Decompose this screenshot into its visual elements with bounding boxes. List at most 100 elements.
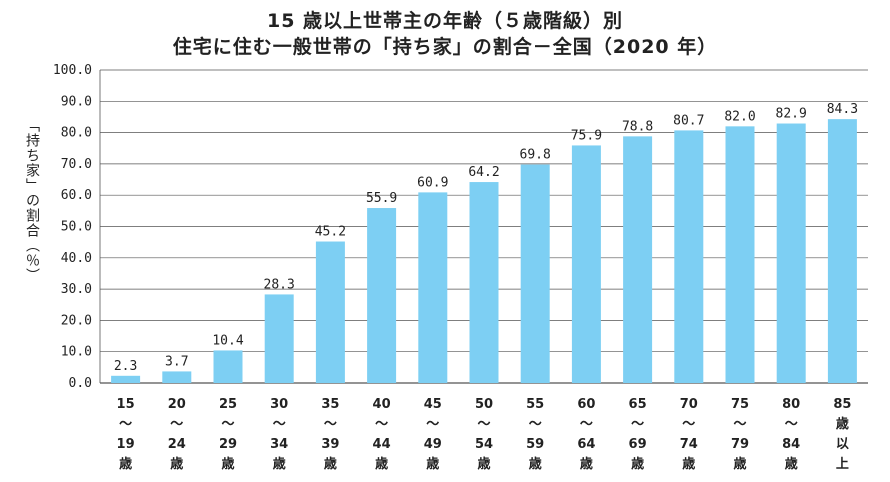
chart-title-line-2: 住宅に住む一般世帯の「持ち家」の割合－全国（2020 年） [172, 36, 718, 58]
x-tick-label: ～ [273, 417, 286, 432]
x-tick-label: 歳 [477, 456, 490, 472]
x-tick-label: ～ [477, 417, 490, 432]
bar [111, 375, 141, 383]
data-labels: 2.3 3.7 10.4 28.3 45.2 55.9 60.9 64.2 69.8 75.9 78… [114, 102, 858, 374]
x-tick-label: ～ [375, 417, 388, 432]
x-tick-label: 歳 [836, 416, 849, 432]
x-tick-label: 55 [526, 397, 544, 412]
x-tick-label: 75 [731, 397, 749, 412]
data-label: 45.2 [315, 225, 346, 240]
data-label: 69.8 [520, 148, 551, 163]
x-tick-label: 59 [526, 437, 544, 452]
x-tick-label: ～ [785, 417, 798, 432]
x-tick-label: 79 [731, 437, 749, 452]
y-tick-label: 40.0 [61, 251, 92, 266]
data-label: 10.4 [212, 333, 243, 348]
bar [827, 119, 857, 384]
x-tick-label: 歳 [631, 456, 644, 472]
data-label: 78.8 [622, 119, 653, 134]
x-tick-label: ～ [324, 417, 337, 432]
x-tick-label: 40 [373, 397, 391, 412]
x-tick-label: 歳 [785, 456, 798, 472]
x-tick-label: 49 [424, 437, 442, 452]
x-tick-label: 30 [270, 397, 288, 412]
x-axis-ticks: 15 ～ 19 歳 20 ～ 24 歳 25 ～ 29 歳 30 ～ 34 歳 35 ～ 39 歳 40 ～ 44 歳 45 ～ 4… [117, 397, 852, 472]
x-tick-label: 25 [219, 397, 237, 412]
bar [623, 136, 653, 383]
x-tick-label: 15 [117, 397, 135, 412]
bars [111, 119, 857, 384]
y-tick-label: 20.0 [61, 313, 92, 328]
x-tick-label: 74 [680, 437, 698, 452]
data-label: 84.3 [827, 102, 858, 117]
x-tick-label: ～ [119, 417, 132, 432]
x-tick-label: 44 [373, 437, 391, 452]
x-tick-label: ～ [426, 417, 439, 432]
data-label: 82.0 [724, 109, 755, 124]
x-tick-label: 歳 [733, 456, 746, 472]
x-tick-label: 歳 [119, 456, 132, 472]
bar [418, 192, 448, 383]
bar [315, 241, 345, 383]
bar [162, 371, 192, 383]
x-tick-label: ～ [631, 417, 644, 432]
x-tick-label: ～ [221, 417, 234, 432]
x-tick-label: 45 [424, 397, 442, 412]
y-tick-label: 100.0 [53, 63, 92, 78]
x-tick-label: 24 [168, 437, 186, 452]
x-tick-label: 29 [219, 437, 237, 452]
bar [674, 130, 704, 383]
x-tick-label: 60 [577, 397, 595, 412]
y-tick-label: 80.0 [61, 126, 92, 141]
x-tick-label: 20 [168, 397, 186, 412]
x-tick-label: 64 [577, 437, 595, 452]
x-tick-label: 歳 [221, 456, 234, 472]
bar [213, 350, 243, 383]
data-label: 64.2 [468, 165, 499, 180]
bar [367, 208, 397, 383]
data-label: 3.7 [165, 354, 188, 369]
y-tick-label: 90.0 [61, 94, 92, 109]
y-tick-label: 10.0 [61, 345, 92, 360]
x-tick-label: 69 [629, 437, 647, 452]
data-label: 75.9 [571, 128, 602, 143]
data-label: 55.9 [366, 191, 397, 206]
bar [469, 182, 499, 383]
x-tick-label: 歳 [324, 456, 337, 472]
chart-title-line-1: 15 歳以上世帯主の年齢（５歳階級）別 [266, 10, 624, 32]
x-tick-label: 65 [629, 397, 647, 412]
x-tick-label: ～ [529, 417, 542, 432]
x-tick-label: 54 [475, 437, 493, 452]
bar [520, 164, 550, 383]
data-label: 80.7 [673, 113, 704, 128]
x-tick-label: 85 [833, 397, 851, 412]
data-label: 28.3 [264, 277, 295, 292]
x-tick-label: ～ [580, 417, 593, 432]
y-tick-label: 0.0 [69, 376, 92, 391]
bar [264, 294, 294, 383]
x-tick-label: 上 [836, 457, 849, 472]
y-tick-label: 50.0 [61, 220, 92, 235]
y-tick-label: 60.0 [61, 188, 92, 203]
bar [571, 145, 601, 383]
x-tick-label: 80 [782, 397, 800, 412]
x-tick-label: 50 [475, 397, 493, 412]
x-tick-label: 歳 [580, 456, 593, 472]
x-tick-label: 歳 [273, 456, 286, 472]
bar [725, 126, 755, 383]
data-label: 82.9 [776, 107, 807, 122]
x-tick-label: 歳 [170, 456, 183, 472]
x-tick-label: 歳 [529, 456, 542, 472]
y-tick-label: 70.0 [61, 157, 92, 172]
x-tick-label: 以 [836, 437, 849, 452]
data-label: 2.3 [114, 359, 137, 374]
x-tick-label: 歳 [375, 456, 388, 472]
y-tick-label: 30.0 [61, 282, 92, 297]
x-tick-label: ～ [170, 417, 183, 432]
data-label: 60.9 [417, 175, 448, 190]
x-tick-label: 歳 [682, 456, 695, 472]
x-tick-label: 34 [270, 437, 288, 452]
x-tick-label: 19 [117, 437, 135, 452]
x-tick-label: ～ [682, 417, 695, 432]
